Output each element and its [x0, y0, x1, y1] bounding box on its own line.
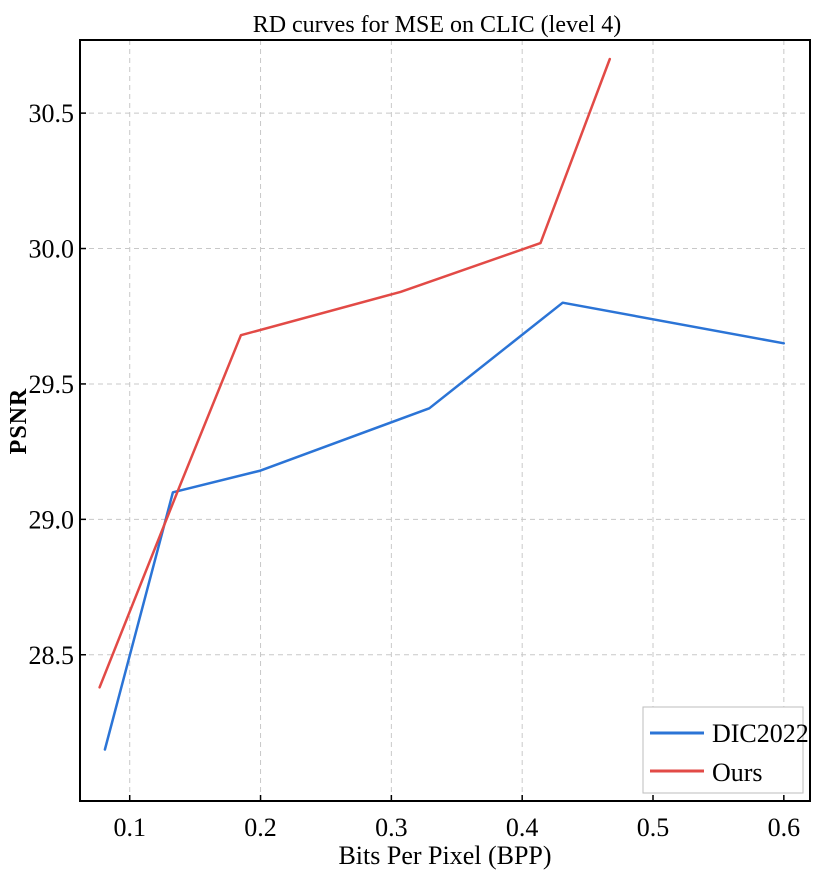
plot-frame [79, 39, 811, 802]
y-tick-label: 29.0 [29, 505, 75, 534]
grid-lines [80, 40, 810, 801]
x-tick-label: 0.5 [637, 813, 670, 842]
x-axis-label: Bits Per Pixel (BPP) [338, 841, 551, 870]
y-tick-label: 30.0 [29, 235, 75, 264]
chart-title: RD curves for MSE on CLIC (level 4) [253, 12, 622, 38]
y-axis-ticks: 28.5 29.0 29.5 30.0 30.5 [29, 99, 86, 670]
x-tick-label: 0.4 [506, 813, 539, 842]
x-axis-ticks: 0.1 0.2 0.3 0.4 0.5 0.6 [113, 795, 800, 842]
legend-box [642, 706, 804, 794]
legend-label-dic2022: DIC2022 [712, 719, 809, 748]
legend-label-ours: Ours [712, 758, 763, 787]
y-tick-label: 30.5 [29, 99, 75, 128]
series-line-ours [98, 57, 612, 689]
x-tick-label: 0.6 [768, 813, 801, 842]
x-tick-label: 0.2 [244, 813, 277, 842]
y-axis-label: PSNR [6, 388, 32, 455]
series-lines [98, 57, 786, 751]
x-tick-label: 0.3 [375, 813, 408, 842]
y-tick-label: 28.5 [29, 641, 75, 670]
x-tick-label: 0.1 [113, 813, 146, 842]
series-line-dic2022 [103, 301, 786, 751]
y-tick-label: 29.5 [29, 370, 75, 399]
legend: DIC2022 Ours [642, 706, 809, 794]
